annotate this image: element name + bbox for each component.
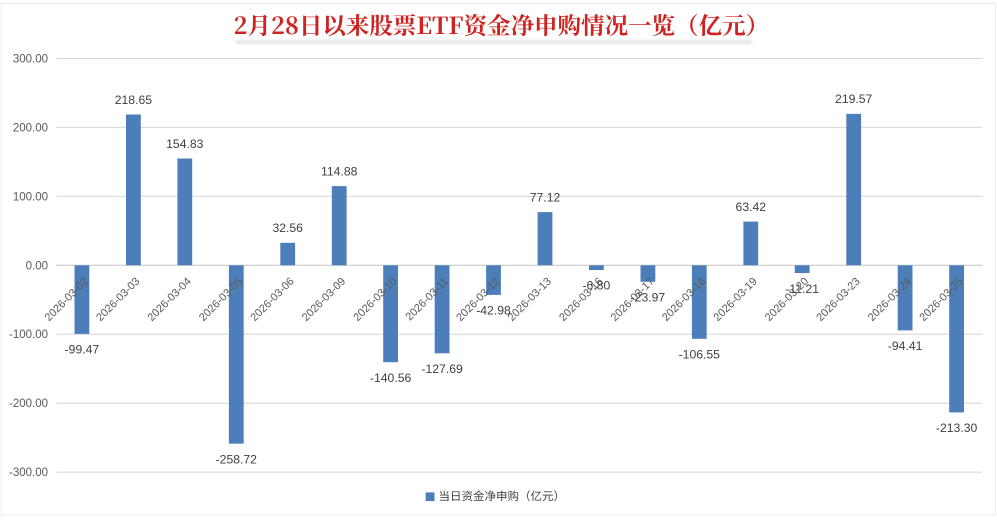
- svg-text:300.00: 300.00: [13, 54, 48, 66]
- svg-text:-42.98: -42.98: [476, 304, 511, 318]
- svg-text:100.00: 100.00: [13, 191, 48, 203]
- svg-text:-106.55: -106.55: [679, 348, 721, 362]
- svg-text:-6.80: -6.80: [583, 279, 611, 293]
- svg-text:-213.30: -213.30: [936, 421, 978, 435]
- svg-text:200.00: 200.00: [13, 122, 48, 134]
- svg-text:-140.56: -140.56: [370, 371, 412, 385]
- svg-text:-258.72: -258.72: [216, 452, 258, 466]
- svg-text:77.12: 77.12: [530, 190, 561, 204]
- svg-text:-300.00: -300.00: [9, 467, 48, 479]
- svg-text:-23.97: -23.97: [631, 291, 666, 305]
- svg-text:32.56: 32.56: [272, 221, 303, 235]
- svg-text:154.83: 154.83: [166, 137, 203, 151]
- svg-text:63.42: 63.42: [736, 200, 767, 214]
- svg-text:114.88: 114.88: [321, 164, 358, 178]
- svg-text:-99.47: -99.47: [65, 343, 100, 357]
- svg-text:0.00: 0.00: [26, 260, 48, 272]
- svg-text:219.57: 219.57: [835, 92, 872, 106]
- svg-text:-127.69: -127.69: [421, 362, 463, 376]
- svg-text:-100.00: -100.00: [9, 329, 48, 341]
- svg-text:-11.21: -11.21: [785, 282, 819, 296]
- svg-text:218.65: 218.65: [115, 93, 152, 107]
- svg-text:-200.00: -200.00: [9, 398, 48, 410]
- svg-text:-94.41: -94.41: [888, 339, 923, 353]
